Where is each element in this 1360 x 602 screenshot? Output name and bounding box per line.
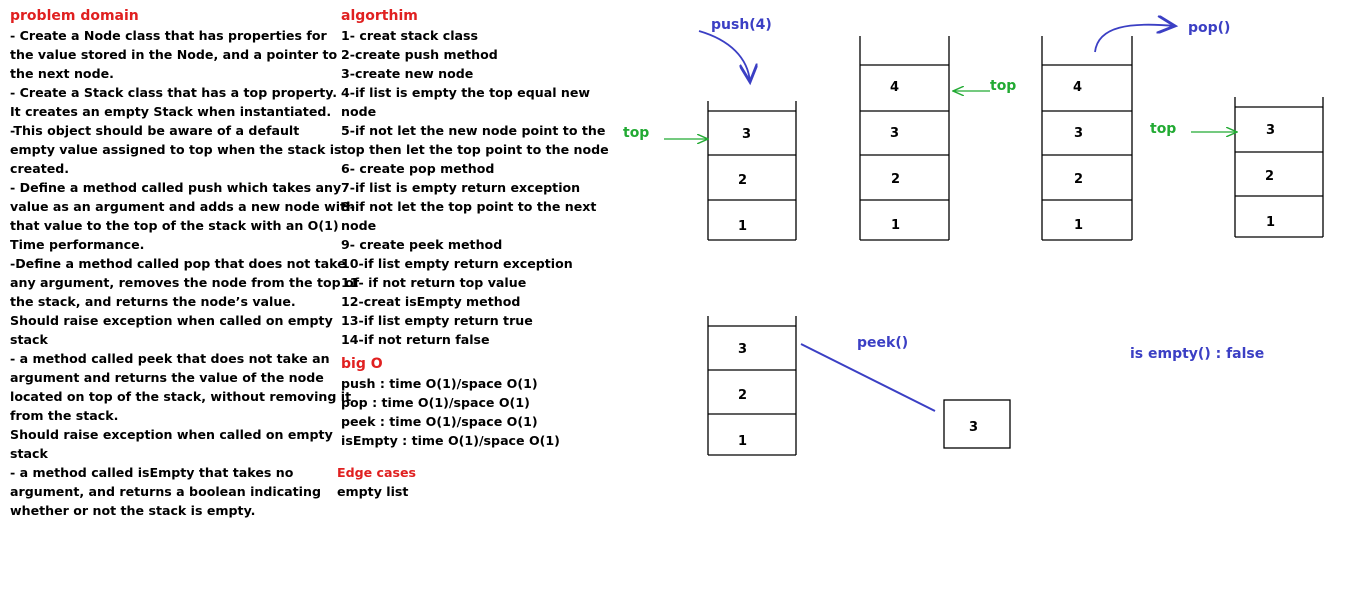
algorithm-line: 12-creat isEmpty method: [341, 294, 521, 309]
problem-domain-line: argument, and returns a boolean indicati…: [10, 484, 321, 499]
before-pop-stack: [1041, 36, 1133, 241]
push-stack-cell-2: 1: [738, 219, 747, 234]
problem-domain-line: value as an argument and adds a new node…: [10, 199, 356, 214]
after-push-cell-1: 3: [890, 126, 899, 141]
algorithm-heading: algorthim: [341, 8, 418, 24]
problem-domain-line: empty value assigned to top when the sta…: [10, 142, 342, 157]
algorithm-line: 1- creat stack class: [341, 28, 479, 43]
problem-domain-line: - Define a method called push which take…: [10, 180, 342, 195]
push-stack: [707, 101, 797, 241]
problem-domain-line: from the stack.: [10, 408, 119, 423]
after-pop-cell-1: 2: [1265, 169, 1274, 184]
problem-domain-line: argument and returns the value of the no…: [10, 370, 324, 385]
big-o-lines: push : time O(1)/space O(1) pop : time O(…: [341, 374, 601, 450]
top-label-push: top: [623, 125, 649, 141]
problem-domain-lines: - Create a Node class that has propertie…: [10, 26, 360, 520]
after-pop-cell-2: 1: [1266, 215, 1275, 230]
push-arrow: [698, 30, 750, 82]
algorithm-line: 14-if not return false: [341, 332, 490, 347]
algorithm-line: 5-if not let the new node point to the: [341, 123, 606, 138]
problem-domain-line: -Define a method called pop that does no…: [10, 256, 346, 271]
problem-domain-line: whether or not the stack is empty.: [10, 503, 256, 518]
before-pop-cell-0: 4: [1073, 80, 1082, 95]
problem-domain-line: located on top of the stack, without rem…: [10, 389, 352, 404]
pop-label: pop(): [1188, 20, 1230, 36]
problem-domain-line: - a method called isEmpty that takes no: [10, 465, 294, 480]
after-push-cell-3: 1: [891, 218, 900, 233]
after-pop-cell-0: 3: [1266, 123, 1275, 138]
push-stack-cell-0: 3: [742, 127, 751, 142]
problem-domain-line: It creates an empty Stack when instantia…: [10, 104, 332, 119]
before-pop-cell-1: 3: [1074, 126, 1083, 141]
after-push-stack: [859, 36, 950, 241]
peek-label: peek(): [857, 335, 908, 351]
problem-domain-line: created.: [10, 161, 70, 176]
algorithm-line: 2-create push method: [341, 47, 498, 62]
after-push-cell-0: 4: [890, 80, 899, 95]
algorithm-line: 3-create new node: [341, 66, 474, 81]
big-o-line: isEmpty : time O(1)/space O(1): [341, 433, 560, 448]
edge-cases-lines: empty list: [337, 482, 601, 501]
big-o-heading: big O: [341, 356, 383, 372]
algorithm-line: 6- create pop method: [341, 161, 495, 176]
algorithm-line: 4-if list is empty the top equal new: [341, 85, 591, 100]
push-stack-cell-1: 2: [738, 173, 747, 188]
peek-line: [800, 343, 936, 412]
algorithm-line: node: [341, 104, 377, 119]
problem-domain-line: -This object should be aware of a defaul…: [10, 123, 300, 138]
peek-result-value: 3: [969, 420, 978, 435]
problem-domain-line: the value stored in the Node, and a poin…: [10, 47, 338, 62]
peek-stack-cell-1: 2: [738, 388, 747, 403]
problem-domain-line: stack: [10, 332, 48, 347]
problem-domain-line: - Create a Node class that has propertie…: [10, 28, 327, 43]
algorithm-line: 8-if not let the top point to the next: [341, 199, 597, 214]
algorithm-line: 13-if list empty return true: [341, 313, 533, 328]
algorithm-line: 9- create peek method: [341, 237, 503, 252]
after-pop-stack: [1234, 97, 1324, 238]
peek-stack: [707, 316, 797, 456]
problem-domain-line: any argument, removes the node from the …: [10, 275, 360, 290]
algorithm-line: top then let the top point to the node: [341, 142, 609, 157]
problem-domain-heading: problem domain: [10, 8, 139, 24]
top-label-after-push: top: [990, 78, 1016, 94]
algorithm-section: algorthim 1- creat stack class 2-create p…: [337, 7, 609, 501]
problem-domain-line: Time performance.: [10, 237, 145, 252]
algorithm-line: 10-if list empty return exception: [341, 256, 573, 271]
algorithm-line: node: [341, 218, 377, 233]
before-pop-cell-2: 2: [1074, 172, 1083, 187]
peek-stack-cell-0: 3: [738, 342, 747, 357]
big-o-line: push : time O(1)/space O(1): [341, 376, 538, 391]
algorithm-line: 7-if list is empty return exception: [341, 180, 581, 195]
top-label-after-pop: top: [1150, 121, 1176, 137]
peek-result-box: [943, 399, 1011, 449]
before-pop-cell-3: 1: [1074, 218, 1083, 233]
problem-domain-line: Should raise exception when called on em…: [10, 427, 333, 442]
problem-domain-section: problem domain - Create a Node class tha…: [10, 7, 360, 520]
edge-cases-heading: Edge cases: [337, 465, 417, 480]
problem-domain-line: the stack, and returns the node’s value.: [10, 294, 296, 309]
problem-domain-line: stack: [10, 446, 48, 461]
problem-domain-line: - a method called peek that does not tak…: [10, 351, 330, 366]
problem-domain-line: Should raise exception when called on em…: [10, 313, 333, 328]
push-label: push(4): [711, 17, 772, 33]
big-o-line: peek : time O(1)/space O(1): [341, 414, 538, 429]
problem-domain-line: the next node.: [10, 66, 114, 81]
edge-cases-line: empty list: [337, 484, 409, 499]
peek-stack-cell-2: 1: [738, 434, 747, 449]
algorithm-lines: 1- creat stack class 2-create push method…: [341, 26, 609, 349]
is-empty-label: is empty() : false: [1130, 346, 1264, 362]
after-push-cell-2: 2: [891, 172, 900, 187]
big-o-line: pop : time O(1)/space O(1): [341, 395, 530, 410]
algorithm-line: 11- if not return top value: [341, 275, 527, 290]
problem-domain-line: - Create a Stack class that has a top pr…: [10, 85, 338, 100]
problem-domain-line: that value to the top of the stack with …: [10, 218, 339, 233]
pop-arrow: [1094, 25, 1175, 53]
